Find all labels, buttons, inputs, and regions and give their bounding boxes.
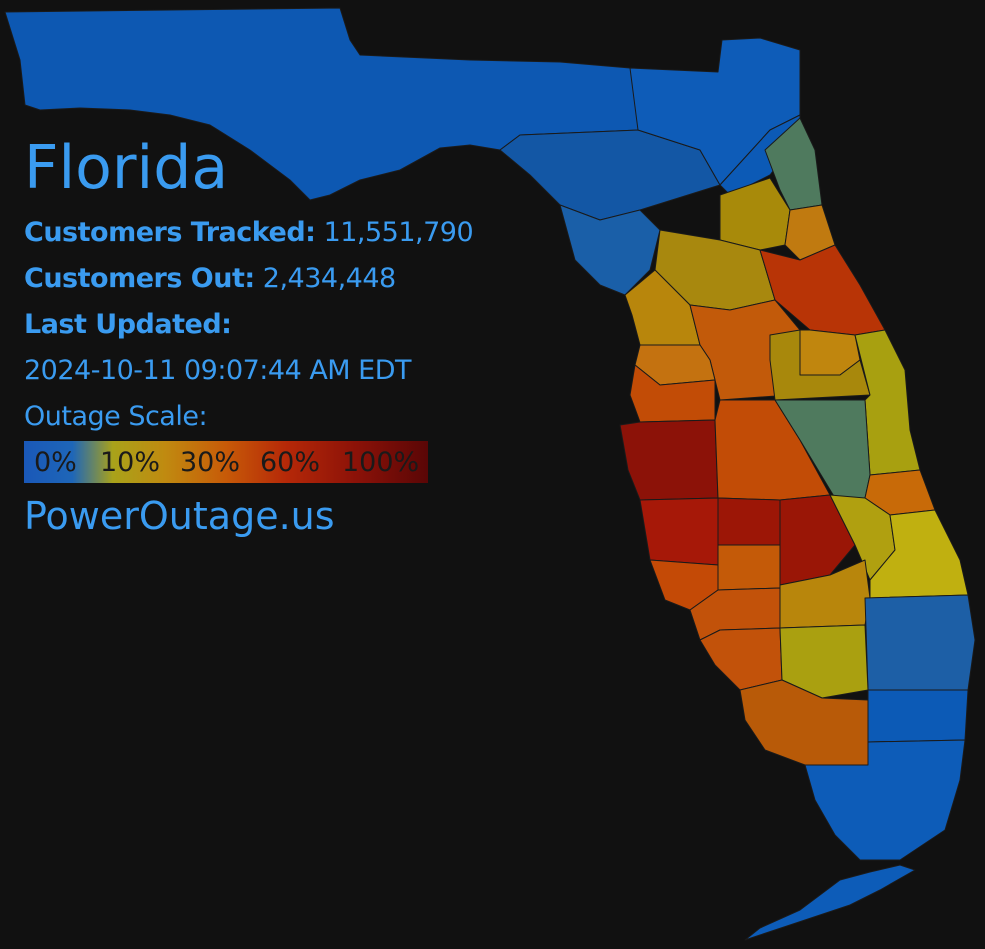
county-panhandle-west[interactable] [4,7,641,201]
last-updated: Last Updated: [24,302,473,348]
tracked-value: 11,551,790 [323,217,474,248]
county-hendry[interactable] [779,624,869,699]
scale-title: Outage Scale: [24,401,208,432]
county-monroe-keys[interactable] [744,864,916,941]
updated-value: 2024-10-11 09:07:44 AM EDT [24,355,412,386]
tracked-label: Customers Tracked: [24,217,316,248]
scale-stop-30: 30% [180,447,241,478]
county-hardee[interactable] [717,497,781,546]
customers-tracked: Customers Tracked: 11,551,790 [24,210,474,256]
county-gulf-coast-north[interactable] [559,204,661,296]
out-label: Customers Out: [24,263,255,294]
outage-scale-legend: 0% 10% 30% 60% 100% [24,441,428,483]
out-value: 2,434,448 [262,263,396,294]
county-miami-dade[interactable] [804,739,966,861]
updated-label: Last Updated: [24,309,232,340]
scale-stop-60: 60% [260,447,321,478]
county-pinellas-hillsborough[interactable] [619,419,719,501]
county-lee[interactable] [699,627,783,691]
scale-stop-0: 0% [34,447,77,478]
scale-stop-10: 10% [100,447,161,478]
scale-stop-100: 100% [342,447,420,478]
county-manatee[interactable] [639,497,719,566]
county-seminole-orange[interactable] [769,329,871,401]
customers-out: Customers Out: 2,434,448 [24,256,473,302]
county-palm-beach[interactable] [864,594,976,691]
county-broward[interactable] [867,689,969,743]
state-title: Florida [24,133,229,203]
info-panel: Florida Customers Tracked: 11,551,790 Cu… [24,128,474,440]
county-desoto[interactable] [717,544,781,591]
site-link[interactable]: PowerOutage.us [24,494,335,538]
